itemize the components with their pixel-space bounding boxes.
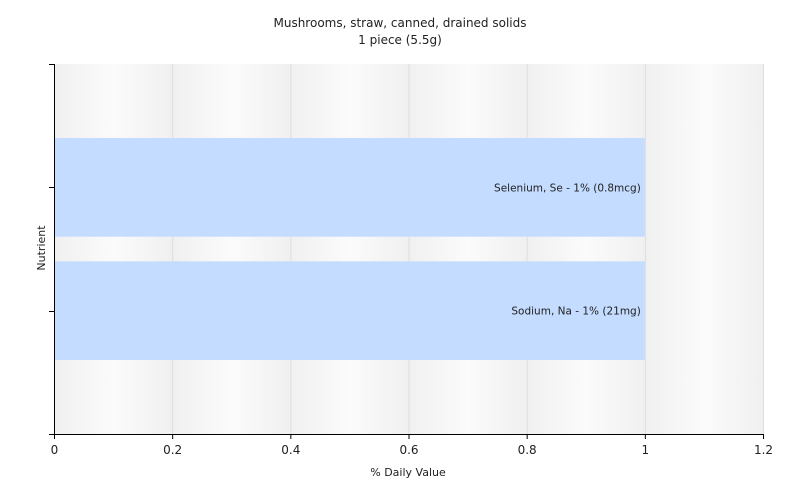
bars <box>55 138 645 360</box>
bar-labels: Selenium, Se - 1% (0.8mcg) Sodium, Na - 1… <box>494 182 641 317</box>
bar-data-label: Sodium, Na - 1% (21mg) <box>511 306 640 318</box>
plot-band <box>644 64 763 434</box>
chart-title: Mushrooms, straw, canned, drained solids <box>273 16 526 30</box>
grid-lines <box>172 64 764 434</box>
x-tick-label: 0.4 <box>281 443 300 457</box>
x-tick-label: 0.6 <box>399 443 418 457</box>
bar <box>55 261 645 360</box>
plot-band <box>172 64 291 434</box>
plot-band <box>526 64 645 434</box>
plot-band <box>408 64 527 434</box>
x-tick-label: 0.8 <box>518 443 537 457</box>
y-axis-title: Nutrient <box>35 225 48 271</box>
x-tick-label: 0 <box>51 443 59 457</box>
plot-band <box>290 64 409 434</box>
x-tick-label: 0.2 <box>163 443 182 457</box>
plot-band <box>54 64 173 434</box>
bar-data-label: Selenium, Se - 1% (0.8mcg) <box>494 182 641 194</box>
x-tick-label: 1 <box>642 443 650 457</box>
chart-subtitle: 1 piece (5.5g) <box>358 33 442 47</box>
x-axis-ticks: 0 0.2 0.4 0.6 0.8 1 1.2 <box>51 434 773 457</box>
x-tick-label: 1.2 <box>754 443 773 457</box>
x-axis-title: % Daily Value <box>370 466 446 479</box>
bar <box>55 138 645 237</box>
